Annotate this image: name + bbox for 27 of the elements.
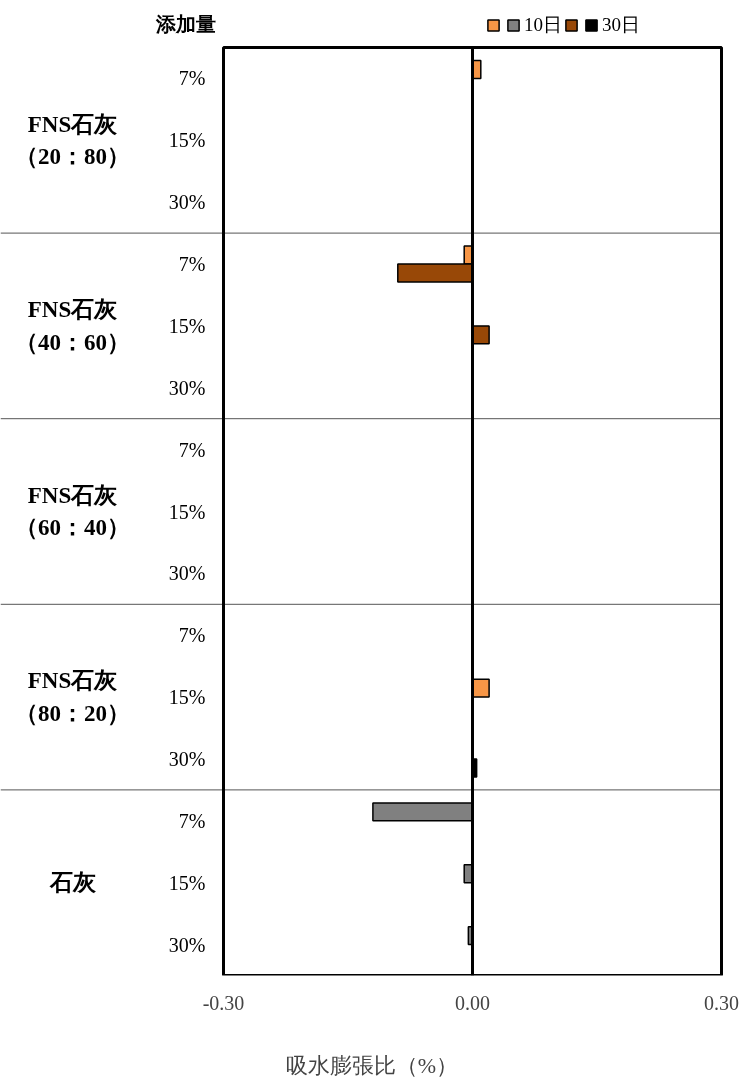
text: FNS石灰（60：40） xyxy=(15,482,130,541)
y-tick-label: 15% xyxy=(168,314,206,337)
y-tick-label: 7% xyxy=(178,253,206,276)
legend-label: 10日 xyxy=(524,13,562,37)
text: FNS石灰（80：20） xyxy=(15,668,130,726)
y-tick-label: 15% xyxy=(168,871,206,894)
y-tick-label: 15% xyxy=(168,500,206,523)
y-tick-label: 7% xyxy=(178,438,206,461)
y-tick-label: 30% xyxy=(168,191,206,214)
y-tick-label: 30% xyxy=(168,376,206,399)
text: FNS石灰（20：80） xyxy=(15,111,130,170)
y-tick-label: 7% xyxy=(178,624,206,647)
y-axis-title: 添加量 xyxy=(154,13,216,35)
x-tick-label: -0.30 xyxy=(202,991,245,1014)
y-tick-label: 30% xyxy=(168,933,206,956)
y-tick-label: 15% xyxy=(168,686,206,709)
y-tick-label: 30% xyxy=(168,562,206,585)
text: FNS石灰（40：60） xyxy=(15,297,130,355)
text: 石灰 xyxy=(48,870,97,896)
y-tick-label: 30% xyxy=(168,747,206,770)
legend-label: 30日 xyxy=(602,13,640,37)
x-tick-label: 0.00 xyxy=(455,991,490,1014)
y-tick-label: 7% xyxy=(178,809,206,832)
x-axis-title: 吸水膨張比（%） xyxy=(285,1052,459,1078)
y-tick-label: 15% xyxy=(168,129,206,152)
y-tick-label: 7% xyxy=(178,67,206,90)
x-tick-label: 0.30 xyxy=(704,991,739,1014)
